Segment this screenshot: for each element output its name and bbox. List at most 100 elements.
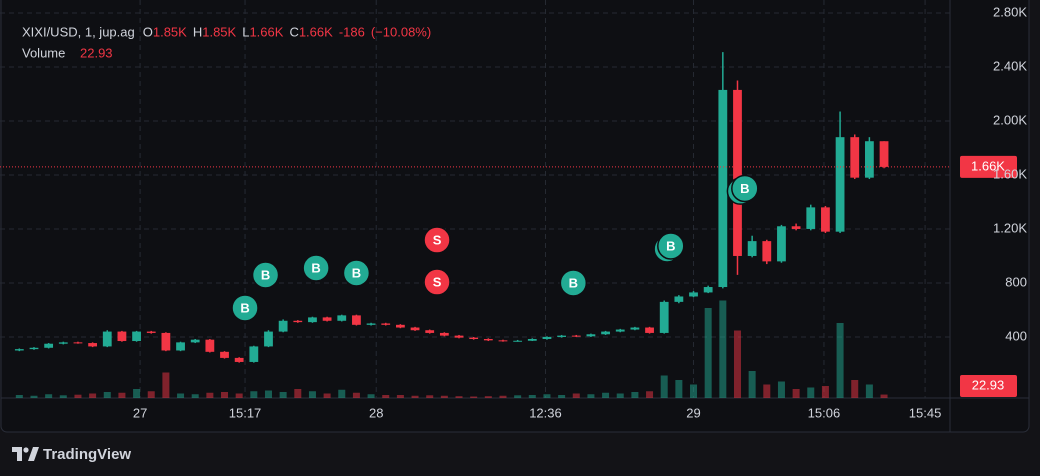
volume-bar <box>352 392 360 398</box>
candle-body <box>747 241 757 256</box>
volume-legend-name: Volume <box>22 45 65 60</box>
candle-body <box>14 349 24 351</box>
candle-body <box>469 337 479 340</box>
candle-body <box>146 331 156 333</box>
volume-bar <box>426 395 434 398</box>
candle-body <box>161 332 171 351</box>
candle-body <box>864 141 874 178</box>
candle-body <box>176 342 185 351</box>
volume-bar <box>367 394 375 398</box>
volume-bar <box>777 381 785 398</box>
volume-bar <box>660 375 668 398</box>
last-price-tag <box>960 155 1017 178</box>
candle-body <box>88 343 98 347</box>
change: -186 <box>339 24 365 39</box>
candle-body <box>557 335 567 337</box>
candle-body <box>249 346 259 362</box>
trade-marker-label: B <box>240 300 249 315</box>
y-tick-label: 2.00K <box>993 112 1027 127</box>
ohlc-key: C <box>289 24 298 39</box>
volume-bar <box>587 394 595 398</box>
volume-bar <box>103 392 111 398</box>
y-tick-label: 1.20K <box>993 220 1027 235</box>
x-tick-label: 15:45 <box>909 405 942 420</box>
volume-bar <box>836 323 844 398</box>
candle-body <box>102 331 112 347</box>
candle-body <box>777 226 786 262</box>
volume-bar <box>294 389 302 398</box>
y-tick-label: 800 <box>1005 274 1027 289</box>
trade-marker <box>423 268 451 296</box>
brand-name: TradingView <box>43 446 131 463</box>
volume-bar <box>631 392 639 398</box>
volume-legend-value: 22.93 <box>80 45 113 60</box>
change-pct: (−10.08%) <box>371 24 431 39</box>
volume-bar <box>440 395 448 398</box>
candle-body <box>395 324 405 328</box>
trade-marker <box>251 261 280 289</box>
x-tick-label: 29 <box>686 405 700 420</box>
candle-body <box>352 315 361 325</box>
x-tick-label: 12:36 <box>529 405 562 420</box>
candle-body <box>601 331 610 335</box>
candle-body <box>190 339 200 343</box>
trade-marker-label: S <box>433 232 442 247</box>
volume-bar <box>616 393 624 398</box>
candle-body <box>835 137 845 232</box>
volume-bar <box>191 394 199 398</box>
volume-bar <box>865 384 873 398</box>
volume-bar <box>382 395 390 398</box>
ohlc-value: 1.66K <box>249 24 283 39</box>
candle-body <box>205 339 215 352</box>
volume-bar <box>733 330 741 398</box>
volume-bar <box>264 390 272 398</box>
candle-body <box>674 296 684 302</box>
candle-body <box>454 335 464 338</box>
symbol-title: XIXI/USD, 1, jup.ag <box>22 24 135 39</box>
candle-body <box>498 340 508 342</box>
volume-bar <box>118 392 126 398</box>
trade-marker <box>342 259 371 287</box>
candle-body <box>337 315 347 321</box>
volume-bar <box>162 372 170 398</box>
candle-body <box>278 320 288 332</box>
volume-bar <box>235 393 243 398</box>
candle-body <box>542 336 552 340</box>
volume-bar <box>558 395 566 398</box>
candle-body <box>806 207 816 229</box>
chart-frame <box>0 0 1030 433</box>
volume-bar <box>15 395 23 398</box>
candle-body <box>483 339 493 341</box>
volume-bar <box>455 396 463 398</box>
ohlc-key: O <box>143 24 153 39</box>
volume-bar <box>543 394 551 398</box>
candle-body <box>117 331 127 342</box>
volume-tag-label: 22.93 <box>972 377 1005 392</box>
ohlc-value: 1.85K <box>153 24 187 39</box>
volume-bar <box>470 396 478 398</box>
volume-bar <box>602 392 610 398</box>
volume-tag <box>960 375 1017 397</box>
candle-body <box>220 351 229 358</box>
volume-bar <box>719 300 727 398</box>
volume-bar <box>572 393 580 398</box>
ohlc-key: H <box>193 24 202 39</box>
candle-body <box>322 317 332 321</box>
x-tick-label: 15:06 <box>808 405 841 420</box>
trade-marker <box>423 226 451 254</box>
volume-bar <box>499 395 507 398</box>
volume-bar <box>851 380 859 398</box>
x-tick-label: 27 <box>133 405 147 420</box>
candle-body <box>762 241 772 262</box>
y-tick-label: 400 <box>1005 328 1027 343</box>
candle-body <box>44 343 54 348</box>
candle-body <box>615 329 625 332</box>
volume-bar <box>690 384 698 398</box>
volume-bar <box>74 394 82 398</box>
candle-body <box>645 327 654 333</box>
candle-body <box>29 347 39 350</box>
candle-body <box>366 323 376 325</box>
y-tick-label: 2.80K <box>993 4 1027 19</box>
candle-body <box>308 317 317 323</box>
